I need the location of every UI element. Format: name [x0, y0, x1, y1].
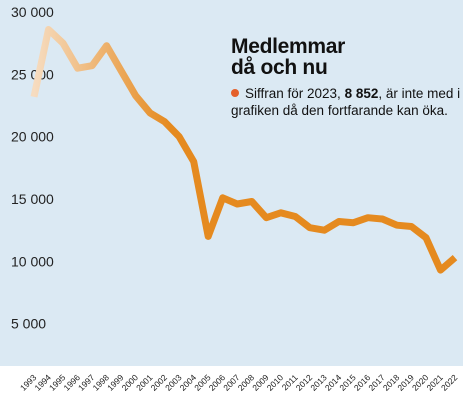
y-tick-label: 10 000 [11, 253, 54, 269]
y-tick-label: 15 000 [11, 191, 54, 207]
annotation-title-line2: då och nu [231, 56, 328, 79]
y-axis-ticks: 5 000 10 000 15 000 20 000 25 000 30 000 [11, 4, 54, 332]
annotation-text-before: Siffran för 2023, [245, 86, 341, 101]
y-tick-label: 30 000 [11, 4, 54, 20]
annotation: Medlemmar då och nu Siffran för 2023, 8 … [231, 36, 461, 119]
bullet-dot-icon [231, 89, 239, 97]
x-axis-ticks: 1993199419951996199719981999200020012002… [18, 372, 460, 393]
annotation-title: Medlemmar då och nu [231, 36, 361, 78]
annotation-body: Siffran för 2023, 8 852, är inte med i g… [231, 85, 461, 119]
annotation-text-after: , är inte med i grafiken då den fortfara… [231, 86, 461, 118]
annotation-value: 8 852 [344, 86, 379, 101]
annotation-title-line1: Medlemmar [231, 35, 346, 58]
y-tick-label: 25 000 [11, 66, 54, 82]
y-tick-label: 5 000 [11, 316, 46, 332]
y-tick-label: 20 000 [11, 129, 54, 145]
x-tick-label: 2022 [439, 372, 460, 393]
series-line [30, 26, 458, 274]
